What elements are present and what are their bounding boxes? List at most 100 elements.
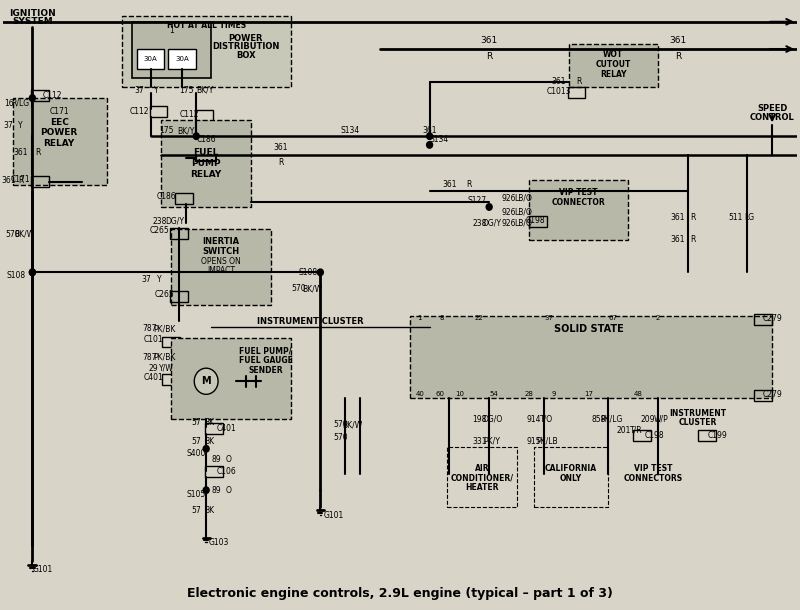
Bar	[195, 110, 213, 121]
Bar	[447, 447, 517, 506]
Text: R: R	[690, 214, 695, 223]
Text: POWER: POWER	[229, 34, 263, 43]
Text: 331: 331	[472, 437, 486, 446]
Text: 37: 37	[4, 121, 14, 130]
Circle shape	[30, 269, 35, 276]
Text: CONTROL: CONTROL	[750, 113, 794, 122]
Text: 67: 67	[609, 315, 618, 321]
Text: 37: 37	[134, 86, 145, 95]
Bar	[529, 216, 546, 226]
Text: 361: 361	[14, 148, 28, 157]
Text: 29: 29	[149, 364, 158, 373]
Text: INSTRUMENT CLUSTER: INSTRUMENT CLUSTER	[257, 317, 364, 326]
Text: R: R	[690, 235, 695, 244]
Circle shape	[194, 133, 199, 140]
Circle shape	[486, 204, 492, 210]
Text: 57: 57	[191, 506, 201, 515]
Bar	[31, 90, 50, 101]
Bar	[169, 49, 196, 69]
Text: LB/O: LB/O	[514, 194, 532, 203]
Text: 915: 915	[526, 437, 541, 446]
Text: 361: 361	[422, 126, 437, 135]
Text: FUEL: FUEL	[194, 148, 219, 157]
Text: C279: C279	[762, 390, 782, 399]
Bar	[529, 180, 628, 240]
Text: R: R	[466, 179, 472, 188]
Text: AIR: AIR	[475, 464, 490, 473]
Text: R: R	[674, 52, 681, 61]
Text: 37: 37	[142, 276, 151, 284]
Text: 361: 361	[670, 214, 685, 223]
Text: 787: 787	[142, 325, 157, 334]
Text: 570: 570	[291, 284, 306, 293]
Circle shape	[426, 142, 433, 148]
Text: C401: C401	[216, 423, 236, 432]
Text: IGNITION: IGNITION	[9, 9, 56, 18]
Bar	[698, 430, 715, 441]
Text: BOX: BOX	[236, 51, 256, 60]
Text: PK/Y: PK/Y	[484, 437, 501, 446]
Text: 198: 198	[472, 415, 486, 424]
Text: C198: C198	[644, 431, 664, 440]
Text: BK/Y: BK/Y	[197, 86, 214, 95]
Circle shape	[203, 445, 209, 452]
Text: 926: 926	[502, 194, 516, 203]
Text: RELAY: RELAY	[600, 70, 626, 79]
Text: CONNECTORS: CONNECTORS	[623, 474, 682, 483]
Text: RELAY: RELAY	[43, 139, 75, 148]
Text: R: R	[278, 158, 283, 167]
Text: 361: 361	[2, 176, 16, 185]
Text: C265: C265	[150, 226, 170, 235]
Text: 57: 57	[191, 418, 201, 427]
Text: SWITCH: SWITCH	[202, 247, 240, 256]
Text: 361: 361	[670, 235, 685, 244]
Text: WOT: WOT	[603, 50, 623, 59]
Text: SOLID STATE: SOLID STATE	[554, 324, 623, 334]
Text: G101: G101	[323, 511, 343, 520]
Text: C171: C171	[10, 175, 30, 184]
Text: 2: 2	[656, 315, 660, 321]
Text: 926: 926	[502, 219, 516, 228]
Text: C279: C279	[762, 314, 782, 323]
Text: 238: 238	[472, 219, 486, 228]
Text: M: M	[202, 376, 211, 386]
Bar	[162, 337, 180, 348]
Text: C112: C112	[130, 107, 150, 116]
Text: FUEL PUMP/: FUEL PUMP/	[239, 346, 292, 355]
Text: 1: 1	[169, 26, 174, 35]
Text: 361: 361	[551, 77, 566, 86]
Text: PK/BK: PK/BK	[154, 353, 176, 362]
Text: C186: C186	[196, 135, 216, 144]
Text: LB/O: LB/O	[514, 219, 532, 228]
Bar	[150, 106, 167, 117]
Text: 9: 9	[551, 392, 556, 397]
Text: R: R	[486, 52, 492, 61]
Text: DG/Y: DG/Y	[165, 217, 184, 226]
Text: BK: BK	[204, 506, 214, 515]
Text: SYSTEM: SYSTEM	[12, 17, 53, 26]
Circle shape	[30, 269, 35, 276]
Text: C265: C265	[154, 290, 174, 299]
Text: VIP TEST: VIP TEST	[559, 188, 598, 197]
Text: C106: C106	[216, 467, 236, 476]
Bar	[410, 316, 772, 398]
Text: 54: 54	[490, 392, 498, 397]
Text: 40: 40	[415, 392, 424, 397]
Text: EEC: EEC	[50, 118, 69, 126]
Text: 28: 28	[525, 392, 534, 397]
Bar	[569, 43, 658, 87]
Text: S400: S400	[186, 448, 206, 458]
Text: 858: 858	[591, 415, 606, 424]
Text: BK/W: BK/W	[342, 420, 362, 429]
Bar	[534, 447, 608, 506]
Text: 89: 89	[211, 455, 221, 464]
Text: SENDER: SENDER	[249, 366, 283, 375]
Text: BK/Y: BK/Y	[178, 126, 195, 135]
Text: R: R	[18, 176, 23, 185]
Text: C101: C101	[144, 336, 163, 345]
Text: O: O	[226, 486, 232, 495]
Text: S127: S127	[468, 196, 487, 205]
Text: 570: 570	[333, 420, 347, 429]
Text: S108: S108	[299, 268, 318, 277]
Circle shape	[30, 95, 35, 101]
